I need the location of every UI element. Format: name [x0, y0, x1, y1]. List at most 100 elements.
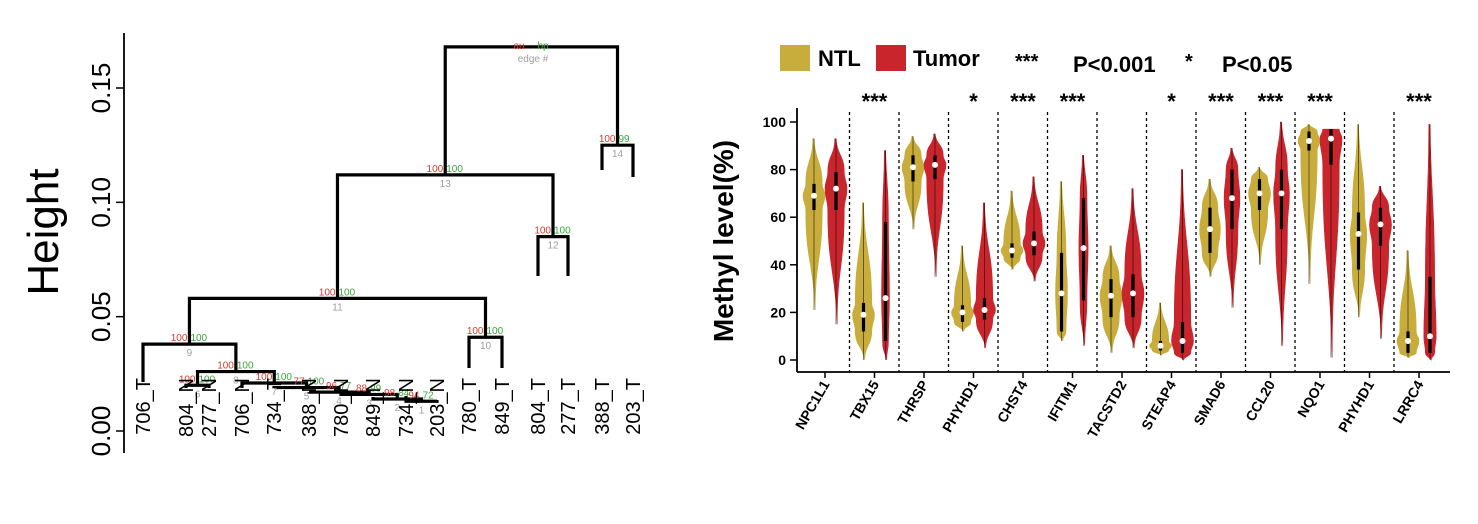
- violin-ntl: [1055, 181, 1068, 342]
- dendrogram-branch: [307, 390, 371, 395]
- violin-ntl: [802, 138, 826, 311]
- category-label: PHYHD1: [939, 377, 981, 434]
- violin-ntl: [1199, 178, 1221, 277]
- legend-swatch-ntl: [780, 45, 810, 71]
- cluster-edge-number: 8: [233, 376, 239, 387]
- dendrogram-branch: [443, 45, 620, 175]
- violin-median-point: [1179, 337, 1186, 344]
- dendrogram-y-tick-label: 0.15: [86, 63, 116, 114]
- violin-median-point: [1229, 195, 1235, 202]
- cluster-au-value: 100: [171, 333, 188, 344]
- significance-mark: ***: [1208, 89, 1234, 114]
- violin-plots: [802, 121, 1437, 361]
- violin-y-tick-label: 0: [778, 352, 786, 368]
- cluster-bp-value: 77: [340, 381, 352, 392]
- dendrogram-y-tick-label: 0.05: [86, 291, 116, 342]
- violin-median-point: [1328, 135, 1334, 142]
- cluster-bp-value: 72: [423, 390, 435, 401]
- cluster-au-value: 100: [217, 361, 234, 372]
- dendrogram-leaf-label: 203_N: [427, 378, 449, 437]
- violin-median-point: [833, 185, 839, 192]
- violin-median-point: [959, 309, 966, 316]
- violin-tumor: [881, 150, 890, 361]
- violin-ntl: [951, 245, 974, 332]
- cluster-edge-number: 13: [440, 179, 452, 190]
- cluster-bp-value: 100: [338, 287, 355, 298]
- category-label: NQO1: [1294, 377, 1328, 420]
- cluster-edge-number: 3: [366, 398, 372, 409]
- cluster-bp-value: 100: [446, 164, 463, 175]
- violin-median-point: [1080, 245, 1087, 252]
- cluster-au-value: 100: [599, 134, 616, 145]
- dendrogram-branch: [184, 383, 211, 388]
- dendrogram-branch: [600, 143, 635, 177]
- cluster-bp-value: 100: [554, 226, 571, 237]
- cluster-au-value: 88: [356, 383, 368, 394]
- category-label: THRSP: [894, 378, 932, 427]
- cluster-edge-number: 1: [419, 405, 425, 416]
- violin-x-labels: NPC1L1 TBX15 THRSP PHYHD1 CHST4 IFITM1 TACSTD2…: [792, 372, 1427, 441]
- dendrogram-leaf-label: 849_T: [492, 378, 514, 435]
- cluster-edge-number: 12: [547, 241, 559, 252]
- dendrogram-leaf-label: 849_N: [363, 378, 385, 437]
- violin-median-point: [1009, 247, 1015, 254]
- dendrogram-leaf-label: 388_T: [592, 378, 614, 435]
- cluster-bp-value: 100: [199, 374, 216, 385]
- category-label: PHYHD1: [1335, 377, 1377, 434]
- dendrogram-leaf-label: 804_T: [528, 378, 550, 435]
- violin-y-tick-label: 40: [770, 257, 786, 273]
- cluster-au-value: 100: [179, 374, 196, 385]
- violin-median-point: [1306, 138, 1312, 145]
- violin-ntl: [1297, 124, 1321, 284]
- dendrogram-branch: [467, 335, 504, 368]
- cluster-edge-number: 2: [394, 403, 400, 414]
- violin-tumor: [1369, 185, 1392, 339]
- cluster-au-value: 100: [534, 226, 551, 237]
- bp-header-label: bp: [537, 41, 549, 52]
- violin-tumor: [973, 202, 996, 349]
- category-label: LRRC4: [1389, 377, 1426, 426]
- dendrogram-leaf-label: 734_N: [396, 378, 418, 437]
- dendrogram-branch: [335, 173, 555, 299]
- dendrogram-leaf-label: 706_T: [133, 378, 155, 435]
- cluster-edge-number: 4: [336, 396, 342, 407]
- dendrogram-leaf-label: 277_N: [199, 378, 221, 437]
- violin-tumor: [1121, 188, 1145, 349]
- violin-median-point: [981, 307, 988, 314]
- dendrogram-branch: [195, 369, 276, 386]
- category-label: CCL20: [1242, 377, 1278, 424]
- cluster-edge-number: 6: [195, 389, 201, 400]
- violin-median-point: [860, 311, 867, 318]
- cluster-bp-value: 100: [237, 361, 254, 372]
- violin-tumor: [1171, 169, 1194, 361]
- violin-ntl: [1349, 124, 1368, 318]
- dendrogram-y-tick-label: 0.00: [86, 406, 116, 457]
- category-label: IFITM1: [1044, 377, 1080, 424]
- dendrogram-leaf-label: 706_N: [232, 378, 254, 437]
- violin-tumor: [1273, 121, 1290, 346]
- violin-y-tick-label: 60: [770, 209, 786, 225]
- cluster-bp-value: 100: [190, 333, 207, 344]
- violin-median-point: [1130, 290, 1136, 297]
- cluster-au-value: 98: [384, 388, 396, 399]
- category-label: TBX15: [846, 377, 882, 423]
- dendrogram-branch: [141, 342, 238, 382]
- cluster-edge-number: 5: [304, 392, 310, 403]
- violin-median-point: [811, 192, 817, 199]
- cluster-au-value: 100: [256, 372, 273, 383]
- significance-mark: ***: [862, 89, 888, 114]
- violin-y-axis-label: Methyl level(%): [708, 140, 739, 342]
- dendrogram-branch: [371, 397, 424, 402]
- violin-ntl: [1396, 250, 1420, 359]
- dendrogram-leaf-labels: 706_T 804_N 277_N 706_N 734_T 388_N 780_N 849_N…: [133, 378, 645, 437]
- violin-ntl: [1248, 166, 1271, 265]
- category-label: TACSTD2: [1084, 377, 1130, 440]
- violin-median-point: [1377, 221, 1384, 228]
- violin-y-tick-label: 20: [770, 304, 786, 320]
- cluster-bp-value: 100: [275, 372, 292, 383]
- violin-ntl: [1149, 302, 1172, 356]
- cluster-edge-number: 9: [187, 348, 193, 359]
- violin-significance-marks: *** * *** *** * *** *** *** ***: [862, 89, 1433, 114]
